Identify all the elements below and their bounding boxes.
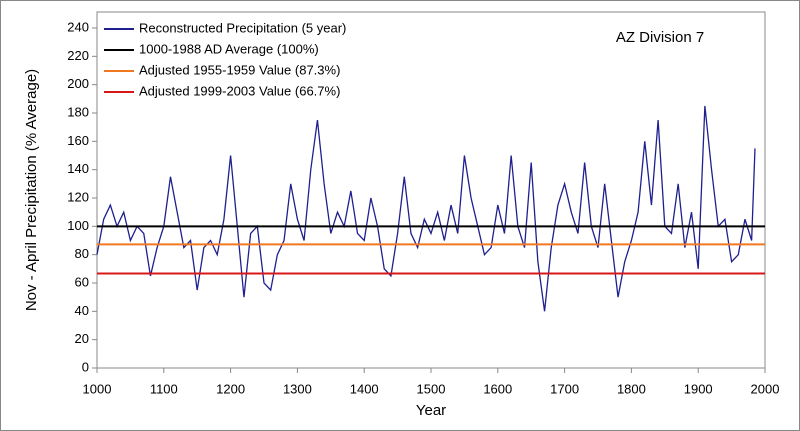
y-tick-label: 80 <box>75 246 89 261</box>
legend-label: Reconstructed Precipitation (5 year) <box>139 20 346 35</box>
y-tick-label: 20 <box>75 331 89 346</box>
x-tick-label: 1600 <box>483 381 512 396</box>
y-tick-label: 0 <box>82 359 89 374</box>
y-tick-label: 60 <box>75 274 89 289</box>
x-axis-label: Year <box>416 402 446 419</box>
x-tick-label: 1800 <box>617 381 646 396</box>
x-tick-label: 2000 <box>751 381 780 396</box>
x-tick-label: 1700 <box>550 381 579 396</box>
legend-label: Adjusted 1955-1959 Value (87.3%) <box>139 62 340 77</box>
legend-label: Adjusted 1999-2003 Value (66.7%) <box>139 83 340 98</box>
y-tick-label: 140 <box>67 161 89 176</box>
y-axis-label: Nov - April Precipitation (% Average) <box>23 69 40 311</box>
x-tick-label: 1000 <box>83 381 112 396</box>
y-tick-label: 160 <box>67 133 89 148</box>
x-tick-label: 1200 <box>216 381 245 396</box>
x-tick-label: 1400 <box>350 381 379 396</box>
x-tick-label: 1500 <box>417 381 446 396</box>
annotation: AZ Division 7 <box>616 29 704 46</box>
y-tick-label: 220 <box>67 48 89 63</box>
y-tick-label: 180 <box>67 104 89 119</box>
y-tick-label: 40 <box>75 303 89 318</box>
x-tick-label: 1100 <box>150 381 178 396</box>
legend-label: 1000-1988 AD Average (100%) <box>139 41 319 56</box>
y-tick-label: 120 <box>67 189 89 204</box>
y-tick-label: 200 <box>67 76 89 91</box>
y-tick-label: 100 <box>67 218 89 233</box>
x-tick-label: 1900 <box>684 381 713 396</box>
x-tick-label: 1300 <box>283 381 312 396</box>
y-tick-label: 240 <box>67 19 89 34</box>
